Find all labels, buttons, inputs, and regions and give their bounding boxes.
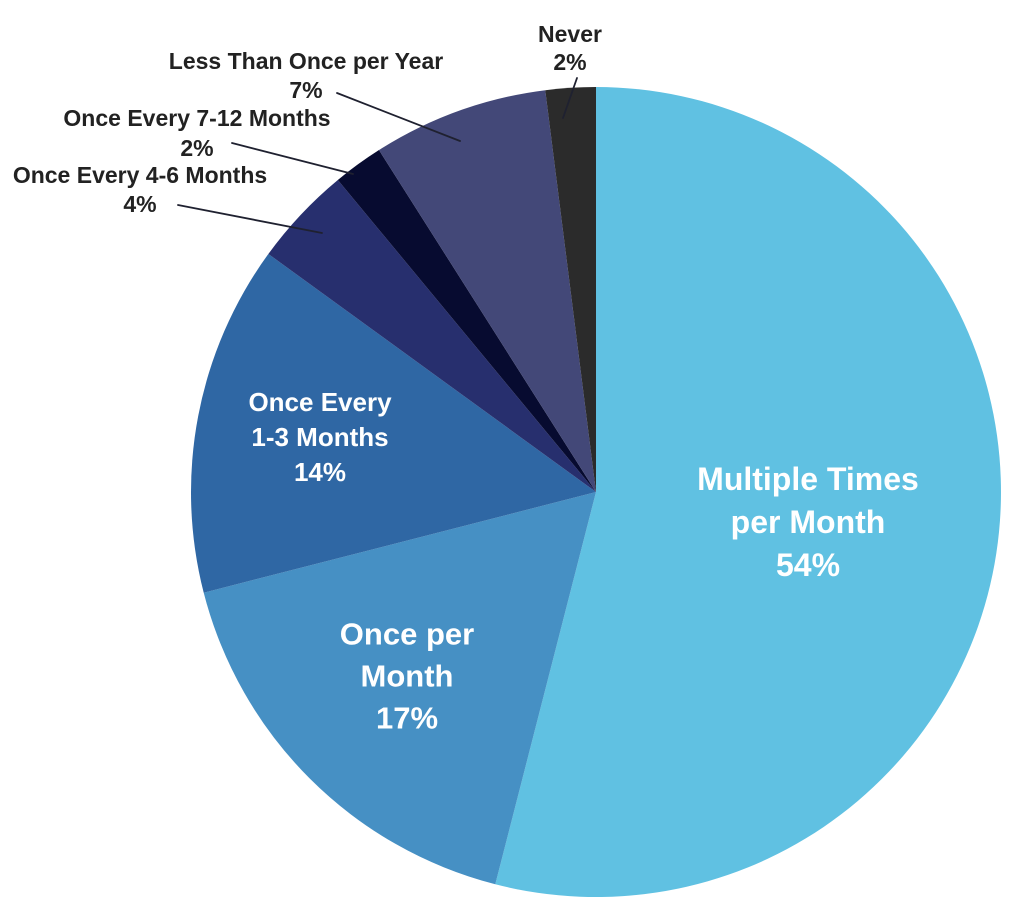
pie-label-multiple-times-per-month-line-2: per Month bbox=[731, 504, 886, 540]
pie-slice-multiple-times-per-month bbox=[495, 87, 1001, 897]
leader-line-less-than-once-per-year bbox=[336, 92, 461, 142]
pie-label-once-per-month-line-2: Month bbox=[361, 659, 454, 694]
pie-label-less-than-once-per-year-line-1: Less Than Once per Year bbox=[169, 48, 443, 74]
pie-slice-once-every-4-6-months bbox=[268, 179, 596, 492]
pie-label-once-every-1-3-months-line-3: 14% bbox=[294, 457, 346, 487]
pie-label-once-every-7-12-months-line-1: Once Every 7-12 Months bbox=[63, 105, 330, 131]
pie-label-once-per-month-line-3: 17% bbox=[376, 701, 438, 736]
pie-label-once-every-4-6-months-line-2: 4% bbox=[123, 191, 156, 217]
pie-label-once-every-1-3-months-line-1: Once Every bbox=[248, 387, 392, 417]
pie-label-less-than-once-per-year-line-2: 7% bbox=[289, 77, 322, 103]
leader-line-once-every-4-6-months bbox=[177, 204, 323, 234]
pie-slice-once-every-7-12-months bbox=[337, 150, 596, 493]
pie-label-never-line-2: 2% bbox=[553, 49, 586, 75]
pie-label-once-every-4-6-months-line-1: Once Every 4-6 Months bbox=[13, 162, 267, 188]
pie-label-once-every-1-3-months-line-2: 1-3 Months bbox=[251, 422, 388, 452]
pie-label-multiple-times-per-month-line-1: Multiple Times bbox=[697, 461, 919, 497]
pie-label-once-per-month-line-1: Once per bbox=[340, 617, 474, 652]
leader-line-once-every-7-12-months bbox=[231, 142, 354, 175]
pie-label-multiple-times-per-month-line-3: 54% bbox=[776, 547, 840, 583]
pie-slice-never bbox=[545, 87, 596, 492]
pie-label-once-every-7-12-months-line-2: 2% bbox=[180, 135, 213, 161]
pie-slice-once-every-1-3-months bbox=[190, 253, 596, 593]
leader-line-never bbox=[562, 77, 578, 119]
pie-label-never-line-1: Never bbox=[538, 21, 602, 47]
pie-slice-less-than-once-per-year bbox=[378, 90, 596, 492]
pie-slice-once-per-month bbox=[203, 492, 596, 885]
